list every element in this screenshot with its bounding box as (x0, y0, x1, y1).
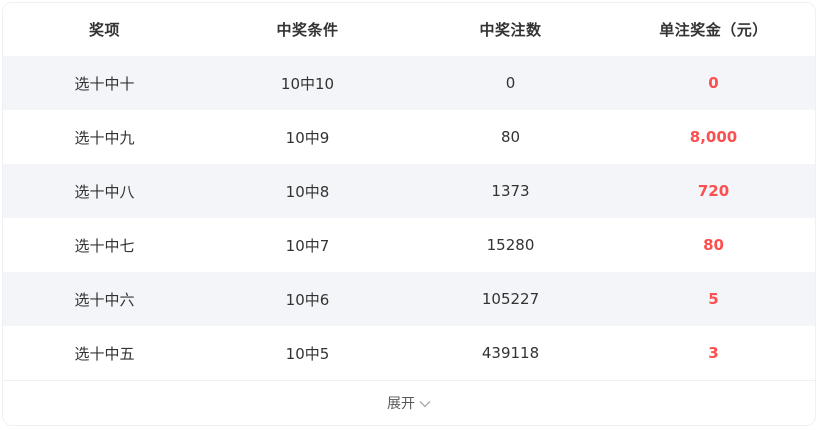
table-row: 选十中九 10中9 80 8,000 (3, 110, 815, 164)
count-cell: 0 (505, 74, 516, 92)
table-row: 选十中八 10中8 1373 720 (3, 164, 815, 218)
column-header-prize: 奖项 (88, 21, 120, 39)
column-header-condition: 中奖条件 (276, 21, 339, 39)
prize-cell: 选十中六 (74, 290, 135, 309)
amount-cell: 720 (697, 182, 730, 200)
condition-cell: 10中7 (285, 236, 330, 255)
condition-cell: 10中8 (285, 182, 330, 201)
column-header-amount: 单注奖金（元） (659, 21, 768, 39)
condition-cell: 10中5 (285, 344, 330, 363)
count-cell: 105227 (481, 290, 540, 308)
prize-cell: 选十中十 (74, 74, 135, 93)
prize-cell: 选十中九 (74, 128, 135, 147)
table-header-row: 奖项 中奖条件 中奖注数 单注奖金（元） (3, 3, 815, 56)
table-row: 选十中五 10中5 439118 3 (3, 326, 815, 380)
amount-cell: 80 (703, 236, 724, 254)
count-cell: 15280 (486, 236, 535, 254)
prize-cell: 选十中八 (74, 182, 135, 201)
prize-cell: 选十中五 (74, 344, 135, 363)
table-row: 选十中六 10中6 105227 5 (3, 272, 815, 326)
condition-cell: 10中9 (285, 128, 330, 147)
count-cell: 439118 (481, 344, 540, 362)
count-cell: 1373 (491, 182, 530, 200)
expand-button[interactable]: 展开 (377, 387, 441, 419)
condition-cell: 10中10 (280, 74, 335, 93)
amount-cell: 5 (708, 290, 719, 308)
expand-button-label: 展开 (387, 396, 415, 412)
count-cell: 80 (500, 128, 521, 146)
prize-cell: 选十中七 (74, 236, 135, 255)
table-row: 选十中七 10中7 15280 80 (3, 218, 815, 272)
amount-cell: 0 (708, 74, 719, 92)
amount-cell: 3 (708, 344, 719, 362)
amount-cell: 8,000 (689, 128, 738, 146)
prize-table-card: 奖项 中奖条件 中奖注数 单注奖金（元） 选十中十 10中10 0 0 选十中九… (2, 2, 816, 426)
column-header-count: 中奖注数 (479, 21, 542, 39)
table-footer: 展开 (3, 380, 815, 425)
chevron-down-icon (419, 400, 431, 408)
table-row: 选十中十 10中10 0 0 (3, 56, 815, 110)
condition-cell: 10中6 (285, 290, 330, 309)
